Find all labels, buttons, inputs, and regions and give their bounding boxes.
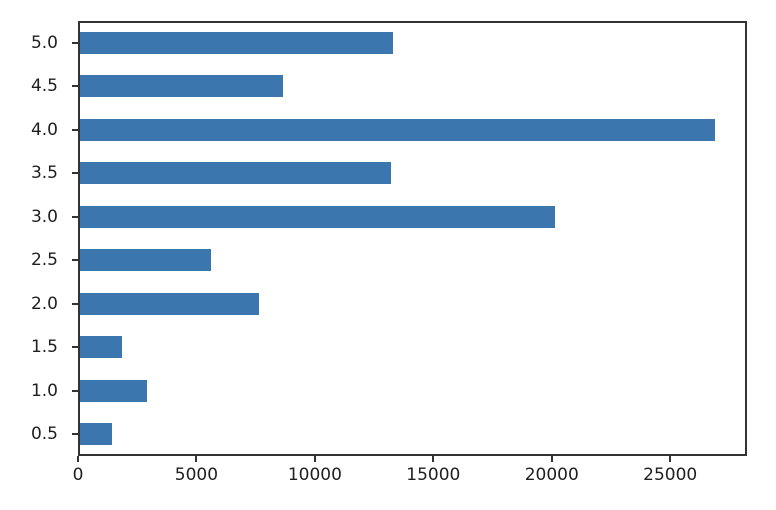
y-tick-label: 5.0 — [30, 32, 58, 53]
x-tick-label: 25000 — [643, 465, 698, 485]
y-tick-label: 4.0 — [30, 119, 58, 140]
bar-2.5 — [80, 249, 211, 272]
x-tick-label: 15000 — [406, 465, 461, 485]
y-tick-label: 3.5 — [30, 163, 58, 184]
bar-4.5 — [80, 75, 283, 98]
y-tick — [72, 302, 78, 305]
y-tick — [72, 215, 78, 218]
plot-area — [78, 21, 747, 456]
x-tick — [669, 456, 672, 462]
x-tick — [313, 456, 316, 462]
y-tick-label: 1.0 — [30, 380, 58, 401]
y-tick — [72, 85, 78, 88]
x-tick — [77, 456, 79, 462]
y-tick-label: 4.5 — [30, 76, 58, 97]
x-tick-label: 0 — [72, 465, 84, 485]
bar-5.0 — [80, 31, 393, 54]
bar-2.0 — [80, 292, 259, 315]
y-tick-label: 2.5 — [30, 250, 58, 271]
x-tick — [550, 456, 553, 462]
y-tick-label: 0.5 — [30, 424, 58, 445]
y-tick-label: 2.0 — [30, 293, 58, 314]
bar-3.0 — [80, 205, 555, 228]
y-tick — [72, 433, 78, 436]
y-tick-label: 3.0 — [30, 206, 58, 227]
y-tick — [72, 172, 78, 175]
bar-1.0 — [80, 379, 147, 402]
x-tick — [195, 456, 198, 462]
y-tick — [72, 259, 78, 262]
bar-4.0 — [80, 118, 715, 141]
bar-3.5 — [80, 162, 391, 185]
x-tick-label: 5000 — [174, 465, 219, 485]
x-tick-label: 10000 — [287, 465, 342, 485]
x-tick-label: 20000 — [524, 465, 579, 485]
y-tick-label: 1.5 — [30, 337, 58, 358]
bar-1.5 — [80, 336, 122, 359]
y-tick — [72, 389, 78, 392]
y-tick — [72, 41, 78, 44]
y-tick — [72, 128, 78, 131]
bar-0.5 — [80, 423, 112, 446]
y-tick — [72, 346, 78, 349]
x-tick — [432, 456, 435, 462]
